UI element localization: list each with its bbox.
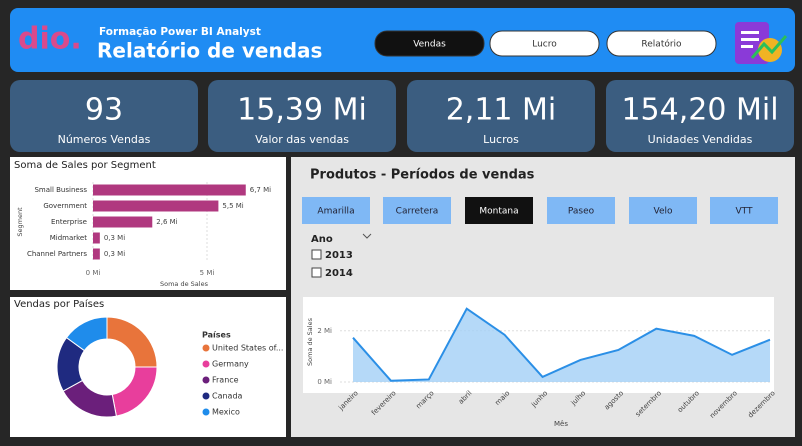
kpi-card <box>407 80 595 152</box>
kpi-card <box>10 80 198 152</box>
y-tick-label: Government <box>43 202 87 210</box>
product-button[interactable] <box>629 197 697 224</box>
bar <box>93 184 246 196</box>
product-button[interactable] <box>710 197 778 224</box>
kpi-value: 15,39 Mi <box>237 93 367 128</box>
nav-button-label[interactable]: Lucro <box>532 40 557 50</box>
product-button-label[interactable]: Paseo <box>568 207 595 217</box>
nav-button[interactable] <box>374 30 485 57</box>
checkbox[interactable] <box>311 249 322 260</box>
nav-button[interactable] <box>606 30 717 57</box>
kpi-label: Unidades Vendidas <box>648 133 753 146</box>
legend-swatch <box>202 360 210 368</box>
legend-label: Mexico <box>212 408 240 417</box>
data-label: 0,3 Mi <box>104 250 125 258</box>
legend-swatch <box>202 344 210 352</box>
legend-label: Canada <box>212 392 243 401</box>
product-button[interactable] <box>465 197 533 224</box>
slicer-chevron <box>362 233 372 239</box>
checkbox[interactable] <box>311 267 322 278</box>
header-subtitle: Formação Power BI Analyst <box>99 26 261 38</box>
legend-swatch <box>202 376 210 384</box>
x-tick-label: 0 Mi <box>86 269 101 277</box>
kpi-label: Números Vendas <box>58 133 151 146</box>
legend-label: France <box>212 376 239 385</box>
checkbox-label[interactable]: 2014 <box>325 268 353 279</box>
product-button-label[interactable]: Carretera <box>396 207 439 217</box>
x-axis-title: Mês <box>554 420 568 428</box>
report-icon <box>735 22 788 64</box>
bar <box>93 216 153 228</box>
nav-button-label[interactable]: Vendas <box>413 40 446 50</box>
y-axis-title: Soma de Sales <box>306 317 314 366</box>
y-tick-label: 2 Mi <box>317 327 332 335</box>
product-button[interactable] <box>383 197 451 224</box>
chart-title: Soma de Sales por Segment <box>14 160 156 171</box>
chart-title: Vendas por Países <box>14 298 104 310</box>
data-label: 2,6 Mi <box>156 218 177 226</box>
slicer-title: Ano <box>311 234 333 245</box>
y-tick-label: Channel Partners <box>27 250 87 258</box>
y-tick-label: Small Business <box>34 186 87 194</box>
checkbox-label[interactable]: 2013 <box>325 250 353 261</box>
x-tick-label: 5 Mi <box>200 269 215 277</box>
product-button-label[interactable]: Montana <box>479 207 518 217</box>
kpi-value: 93 <box>85 93 123 128</box>
nav-button[interactable] <box>489 30 600 57</box>
data-label: 6,7 Mi <box>250 186 271 194</box>
legend-label: Germany <box>212 360 249 369</box>
kpi-value: 154,20 Mil <box>621 93 778 128</box>
legend-label: United States of... <box>212 344 283 353</box>
legend-swatch <box>202 392 210 400</box>
product-button-label[interactable]: VTT <box>736 207 753 217</box>
logo: dio. <box>18 22 82 57</box>
y-tick-label: Midmarket <box>50 234 88 242</box>
legend-title: Países <box>202 331 231 340</box>
panel-title: Produtos - Períodos de vendas <box>310 168 535 183</box>
data-label: 5,5 Mi <box>222 202 243 210</box>
y-tick-label: Enterprise <box>51 218 87 226</box>
kpi-value: 2,11 Mi <box>446 93 557 128</box>
product-button-label[interactable]: Velo <box>653 207 672 217</box>
y-tick-label: 0 Mi <box>317 378 332 386</box>
bar <box>93 248 100 260</box>
header-title: Relatório de vendas <box>97 39 322 63</box>
product-button[interactable] <box>547 197 615 224</box>
kpi-card <box>208 80 396 152</box>
y-axis-title: Segment <box>16 207 24 237</box>
product-button[interactable] <box>302 197 370 224</box>
product-button-label[interactable]: Amarilla <box>317 207 354 217</box>
donut-slice <box>65 316 108 352</box>
kpi-label: Lucros <box>483 133 519 146</box>
data-label: 0,3 Mi <box>104 234 125 242</box>
bar <box>93 232 100 244</box>
nav-button-label[interactable]: Relatório <box>641 39 682 50</box>
kpi-label: Valor das vendas <box>255 133 349 146</box>
legend-swatch <box>202 408 210 416</box>
kpi-card <box>606 80 794 152</box>
x-axis-title: Soma de Sales <box>160 280 209 288</box>
bar <box>93 200 219 212</box>
area-line <box>352 307 771 382</box>
